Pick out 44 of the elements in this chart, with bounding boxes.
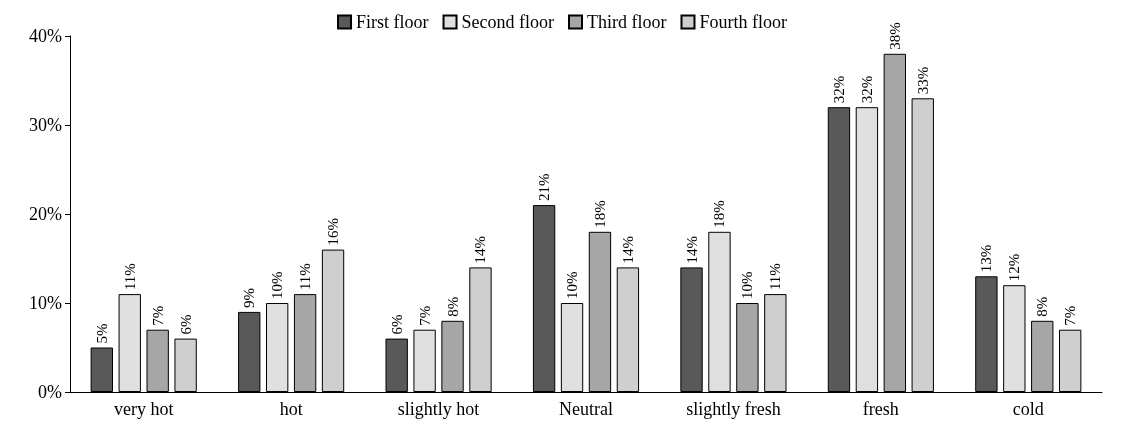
data-label: 11% [767,263,784,291]
data-label: 13% [978,244,995,273]
data-label: 10% [739,271,756,299]
data-label: 6% [388,314,405,335]
data-label: 14% [683,235,700,264]
x-tick-label: Neutral [559,399,613,419]
data-label: 6% [177,314,194,335]
x-tick-label: slightly hot [397,399,480,419]
data-label: 18% [711,200,728,228]
data-label: 14% [472,235,489,264]
data-label: 21% [536,173,553,202]
y-tick-label: 30% [29,115,62,135]
data-label: 14% [619,235,636,264]
y-tick-label: 0% [38,382,62,402]
data-label: 7% [1062,305,1079,326]
x-tick-label: fresh [862,399,899,419]
data-label: 32% [830,75,847,104]
x-tick-label: slightly fresh [686,399,781,419]
data-label: 33% [914,66,931,95]
data-label: 11% [121,263,138,291]
y-tick-label: 20% [29,204,62,224]
data-label: 16% [325,218,342,246]
data-label: 7% [149,305,166,326]
legend-label: First floor [356,12,429,32]
legend-label: Second floor [461,12,555,32]
y-tick-label: 40% [29,26,62,46]
x-tick-label: hot [279,399,303,419]
data-label: 11% [297,263,314,291]
legend-label: Third floor [587,12,667,32]
x-tick-label: cold [1012,399,1044,419]
y-tick-label: 10% [29,293,62,313]
data-label: 10% [564,271,581,299]
data-label: 38% [886,22,903,50]
data-label: 10% [269,271,286,299]
data-label: 18% [591,200,608,228]
data-label: 12% [1006,253,1023,282]
data-label: 5% [93,323,110,344]
data-label: 8% [444,296,461,317]
data-label: 8% [1034,296,1051,317]
data-label: 9% [241,287,258,308]
data-label: 32% [858,75,875,104]
x-tick-label: very hot [113,399,174,419]
data-label: 7% [416,305,433,326]
legend-label: Fourth floor [699,12,787,32]
